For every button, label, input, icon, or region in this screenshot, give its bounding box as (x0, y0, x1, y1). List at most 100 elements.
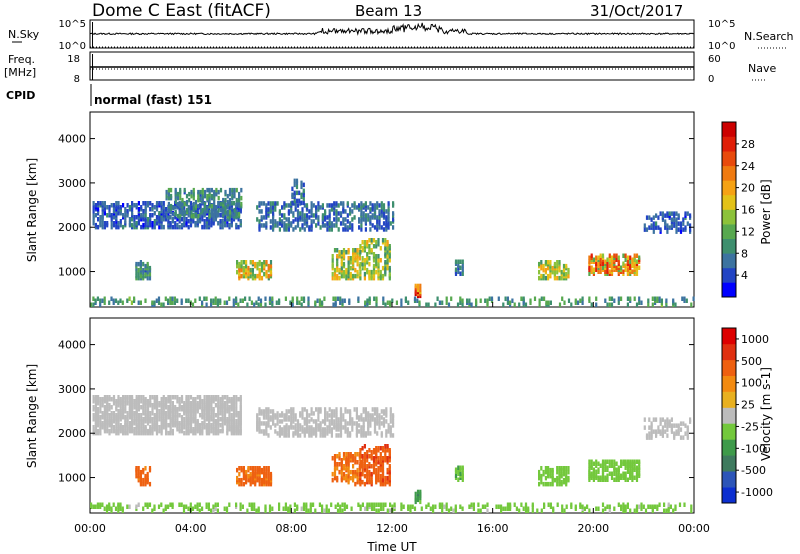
range-cell (213, 211, 216, 217)
range-cell (529, 298, 532, 303)
range-cell (101, 201, 104, 206)
power-colorbar-label: Power [dB] (759, 179, 773, 244)
range-cell (290, 209, 293, 214)
range-cell (221, 395, 224, 400)
range-cell (633, 508, 636, 513)
range-cell (432, 504, 435, 509)
range-cell (682, 217, 685, 222)
range-cell (92, 201, 95, 206)
nsky-tick-bottom: 10^0 (59, 41, 86, 52)
range-cell (377, 446, 380, 451)
range-cell (303, 203, 306, 208)
range-cell (562, 469, 566, 475)
range-cell (328, 217, 331, 222)
range-cell (130, 300, 133, 305)
range-cell (664, 213, 667, 218)
range-cell (359, 452, 362, 457)
range-cell (174, 215, 177, 220)
range-cell (333, 471, 337, 477)
range-cell (357, 296, 360, 301)
range-cell (131, 407, 134, 412)
range-cell (419, 283, 422, 289)
range-cell (604, 459, 607, 464)
range-cell (336, 466, 339, 471)
range-cell (210, 193, 213, 199)
range-cell (179, 195, 182, 201)
range-cell (140, 405, 143, 410)
range-cell (626, 267, 629, 272)
range-cell (340, 475, 343, 481)
range-cell (366, 256, 369, 261)
range-cell (228, 397, 231, 402)
range-cell (597, 461, 600, 466)
date-title: 31/Oct/2017 (590, 2, 683, 20)
velocity-cells (90, 395, 693, 513)
range-cell (103, 423, 106, 428)
range-cell (595, 296, 598, 301)
range-cell (267, 433, 270, 438)
range-cell (561, 504, 564, 509)
range-cell (337, 211, 340, 216)
range-cell (626, 302, 629, 307)
range-cell (588, 459, 591, 464)
range-cell (114, 506, 118, 511)
range-cell (194, 298, 197, 303)
range-cell (389, 407, 392, 412)
range-cell (235, 395, 238, 400)
range-cell (221, 427, 224, 432)
range-cell (384, 302, 387, 307)
nave-label: Nave (748, 62, 776, 75)
range-cell (216, 508, 219, 513)
range-cell (128, 504, 131, 509)
range-cell (339, 431, 343, 436)
range-cell (626, 296, 629, 301)
range-cell (524, 502, 528, 507)
range-cell (214, 506, 217, 511)
range-cell (562, 477, 566, 483)
range-cell (668, 225, 671, 230)
range-cell (379, 258, 382, 263)
range-cell (117, 221, 120, 226)
x-tick-label: 04:00 (175, 522, 207, 535)
range-cell (542, 263, 545, 269)
range-cell (216, 502, 219, 507)
range-cell (340, 466, 343, 471)
range-cell (265, 421, 268, 426)
range-cell (380, 205, 383, 210)
range-cell (326, 425, 329, 430)
range-cell (342, 207, 345, 212)
range-cell (339, 300, 342, 305)
range-cell (284, 502, 287, 507)
range-cell (367, 431, 370, 436)
velocity-ylabel: Slant Range [km] (25, 364, 39, 468)
range-cell (540, 473, 543, 479)
range-cell (228, 213, 232, 219)
range-cell (445, 300, 448, 305)
range-cell (222, 207, 225, 213)
range-cell (201, 427, 204, 432)
range-cell (588, 467, 591, 472)
range-cell (333, 458, 337, 463)
range-cell (629, 263, 632, 268)
range-cell (281, 205, 284, 210)
range-cell (146, 471, 149, 477)
range-cell (241, 298, 244, 303)
range-cell (305, 213, 309, 218)
range-cell (267, 273, 270, 279)
range-cell (333, 271, 337, 277)
range-cell (149, 425, 152, 430)
range-cell (342, 269, 346, 275)
range-cell (126, 411, 129, 416)
range-cell (228, 191, 232, 197)
range-cell (126, 298, 129, 303)
range-cell (338, 275, 341, 281)
range-cell (622, 471, 625, 476)
range-cell (235, 187, 238, 193)
range-cell (592, 467, 595, 472)
range-cell (217, 189, 220, 195)
range-cell (355, 425, 358, 430)
range-cell (536, 508, 539, 513)
range-cell (171, 428, 174, 434)
range-cell (215, 187, 218, 193)
